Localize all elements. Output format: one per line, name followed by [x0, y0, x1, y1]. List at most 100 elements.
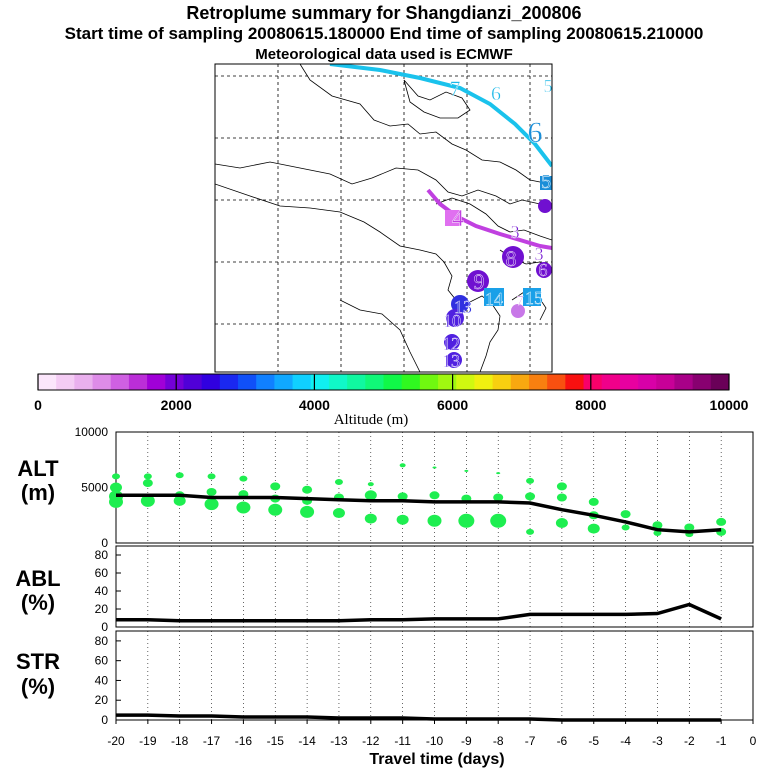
plume-day-label: 10 [443, 311, 461, 331]
y-tick-label: 40 [95, 673, 109, 687]
panel-alt: 0 5000 10000 [75, 425, 754, 550]
scatter-point [300, 505, 315, 518]
plume-dot [467, 270, 489, 292]
scatter-point [652, 521, 663, 530]
colorbar-swatch [383, 374, 403, 390]
x-tick-label: -6 [557, 734, 568, 748]
scatter-point [270, 482, 281, 491]
met-data-note: Meteorological data used is ECMWF [255, 46, 513, 63]
plume-dot [523, 288, 541, 306]
colorbar-swatch [710, 374, 730, 390]
colorbar-tick-label: 6000 [437, 397, 468, 413]
trajectory-upper [329, 64, 552, 168]
colorbar-tick-label: 4000 [299, 397, 330, 413]
map-frame [215, 64, 552, 372]
y-tick-label: 60 [95, 566, 109, 580]
plume-trajectories [329, 64, 552, 368]
colorbar-swatch [74, 374, 94, 390]
plume-dot [451, 295, 469, 313]
x-axis-label: Travel time (days) [369, 751, 504, 768]
colorbar-swatch [583, 374, 603, 390]
y-tick-label: 5000 [81, 481, 108, 495]
y-tick-label: 80 [95, 548, 109, 562]
alt-panel-label: ALT [17, 456, 59, 481]
plume-dot [446, 309, 464, 327]
colorbar-swatch [347, 374, 366, 390]
scatter-point [334, 478, 343, 485]
colorbar-swatch [328, 374, 348, 390]
colorbar-swatch [165, 374, 184, 390]
panel-str: 0 20 40 60 80 [95, 630, 754, 727]
colorbar-swatch [219, 374, 239, 390]
colorbar-label: Altitude (m) [334, 412, 409, 428]
x-tick-label: -9 [461, 734, 472, 748]
scatter-point [490, 513, 507, 528]
series-line [116, 713, 722, 722]
scatter-point [396, 514, 409, 525]
plume-dot [540, 176, 552, 190]
scatter-point [367, 482, 374, 487]
colorbar-swatch [110, 374, 130, 390]
x-tick-label: -5 [588, 734, 599, 748]
scatter-point [526, 477, 535, 484]
colorbar-tick-label: 8000 [575, 397, 606, 413]
scatter-point [399, 463, 406, 468]
plume-day-label: 3 [535, 244, 544, 264]
y-tick-label: 20 [95, 693, 109, 707]
sampling-times: Start time of sampling 20080615.180000 E… [64, 24, 704, 43]
scatter-point [621, 524, 630, 531]
x-tick-label: -3 [652, 734, 663, 748]
colorbar-swatch [256, 374, 275, 390]
scatter-point [332, 508, 345, 519]
scatter-point [620, 510, 631, 519]
scatter-point [493, 493, 504, 502]
colorbar-tick-labels: 0 2000 4000 6000 8000 10000 [34, 397, 749, 413]
plume-dot [536, 262, 552, 278]
y-tick-label: 0 [101, 620, 108, 634]
altitude-colorbar [37, 373, 730, 391]
scatter-point [458, 513, 475, 528]
x-tick-label: -4 [620, 734, 631, 748]
series-line [116, 602, 722, 623]
x-tick-label: -14 [298, 734, 316, 748]
scatter-point [364, 490, 377, 501]
scatter-point [496, 472, 501, 475]
colorbar-swatch [692, 374, 712, 390]
scatter-point [207, 473, 216, 480]
colorbar-swatch [56, 374, 75, 390]
x-tick-label: -17 [203, 734, 221, 748]
scatter-point [143, 473, 152, 480]
scatter-point [464, 469, 469, 472]
x-axis: -20 -19 -18 -17 -16 -15 -14 -13 -12 -11 -10 -9 -8 -7-… [107, 720, 757, 748]
colorbar-swatch [456, 374, 475, 390]
x-tick-label: -13 [330, 734, 348, 748]
colorbar-tick-label: 2000 [161, 397, 192, 413]
colorbar-swatch [601, 374, 621, 390]
plume-day-label: 8 [506, 246, 517, 271]
y-tick-label: 10000 [75, 425, 109, 439]
y-tick-label: 0 [101, 713, 108, 727]
y-tick-label: 60 [95, 654, 109, 668]
colorbar-swatch [438, 374, 457, 390]
scatter-point [175, 472, 184, 479]
scatter-point [587, 523, 600, 534]
plume-day-label: 4 [452, 206, 464, 232]
x-tick-label: -1 [716, 734, 727, 748]
scatter-point [112, 473, 120, 480]
scatter-point [684, 523, 695, 532]
abl-panel-unit: (%) [21, 590, 55, 615]
plume-day-label: 6 [491, 83, 501, 105]
colorbar-swatch [492, 374, 512, 390]
plume-dot [538, 199, 552, 213]
plume-day-label: 9 [474, 269, 485, 294]
plume-dot [445, 210, 461, 226]
scatter-point [140, 494, 155, 507]
scatter-point [556, 493, 567, 502]
scatter-point [236, 501, 251, 514]
colorbar-swatch [310, 374, 330, 390]
plume-day-label: 12 [442, 334, 460, 354]
colorbar-swatch [274, 374, 294, 390]
